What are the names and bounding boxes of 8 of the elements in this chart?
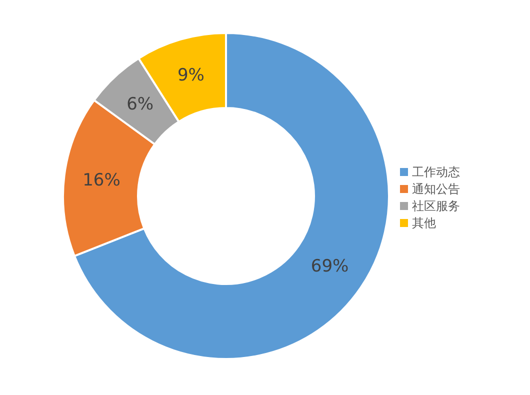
legend-label: 工作动态 (412, 164, 460, 178)
data-label: 6% (126, 94, 154, 115)
data-label: 69% (310, 256, 349, 277)
data-label: 9% (177, 65, 204, 86)
legend-label: 通知公告 (412, 182, 460, 196)
legend-label: 社区服务 (412, 198, 460, 212)
data-label: 16% (82, 170, 120, 190)
legend-label: 其他 (412, 216, 436, 230)
